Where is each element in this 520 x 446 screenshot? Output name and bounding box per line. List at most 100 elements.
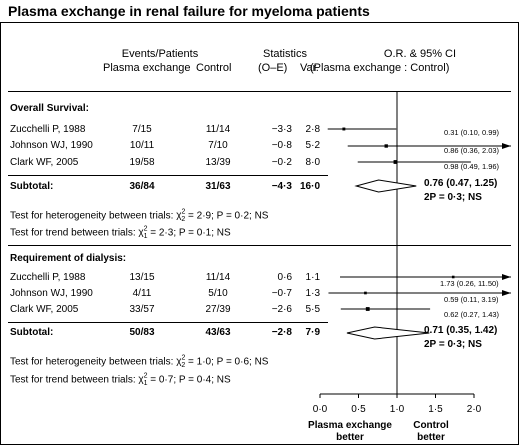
variance-value: 5·2 (305, 140, 320, 151)
pe-column-header: Plasma exchange (103, 62, 191, 74)
heterogeneity-test: Test for heterogeneity between trials: χ… (10, 355, 268, 369)
study-point-estimate (365, 307, 370, 311)
favours-left-line1: Plasma exchange (308, 420, 392, 431)
chi-square-symbol: χ22 (176, 209, 186, 224)
chi-square-symbol: χ22 (176, 355, 186, 370)
chart-title: Plasma exchange in renal failure for mye… (8, 3, 370, 19)
o-e-value: −0·7 (271, 288, 292, 299)
o-e-value: −0·8 (271, 140, 292, 151)
heterogeneity-result: = 1·0; P = 0·6; NS (185, 356, 269, 368)
ci-label: 0.31 (0.10, 0.99) (444, 128, 500, 137)
subtotal-o-e: −4·3 (271, 181, 292, 192)
variance-value: 2·8 (305, 124, 320, 135)
section-heading: Overall Survival: (10, 103, 89, 114)
variance-value: 8·0 (305, 157, 320, 168)
pe-events: 13/15 (129, 272, 155, 283)
subtotal-p-label: 2P = 0·3; NS (424, 192, 482, 203)
pe-events: 7/15 (132, 124, 152, 135)
o-e-value: 0·6 (277, 272, 292, 283)
study-name: Zucchelli P, 1988 (10, 272, 86, 283)
control-events: 5/10 (208, 288, 228, 299)
favours-right-label: Control better (401, 420, 461, 444)
trend-prefix: Test for trend between trials: (10, 374, 139, 386)
trend-prefix: Test for trend between trials: (10, 227, 139, 239)
ci-label: 0.62 (0.27, 1.43) (444, 310, 500, 319)
control-column-header: Control (196, 62, 232, 74)
x-tick-label: 2·0 (467, 404, 482, 415)
favours-left-label: Plasma exchange better (300, 420, 400, 444)
chart-frame (0, 22, 519, 445)
control-events: 13/39 (205, 157, 231, 168)
study-point-estimate (393, 160, 398, 164)
ci-arrow (502, 274, 511, 280)
section-divider (8, 245, 511, 246)
favours-left-line2: better (336, 432, 364, 443)
control-events: 11/14 (205, 124, 231, 135)
study-point-estimate (384, 144, 388, 148)
control-events: 27/39 (205, 304, 231, 315)
trend-test: Test for trend between trials: χ21 = 2·3… (10, 226, 231, 240)
chi-square-symbol: χ21 (138, 373, 148, 388)
pe-events: 33/57 (129, 304, 155, 315)
trend-result: = 2·3; P = 0·1; NS (147, 227, 231, 239)
variance-value: 5·5 (305, 304, 320, 315)
favours-right-line2: better (417, 432, 445, 443)
favours-right-line1: Control (413, 420, 449, 431)
o-e-value: −2·6 (271, 304, 292, 315)
heterogeneity-prefix: Test for heterogeneity between trials: (10, 356, 177, 368)
subtotal-ci-label: 0.71 (0.35, 1.42) (424, 325, 498, 336)
subtotal-label: Subtotal: (10, 181, 54, 192)
study-point-estimate (364, 291, 367, 295)
or-subheader: (Plasma exchange : Control) (310, 62, 450, 74)
subtotal-variance: 16·0 (299, 181, 320, 192)
pe-events: 4/11 (132, 288, 152, 299)
subtotal-rule (8, 322, 328, 323)
chi-square-symbol: χ21 (138, 226, 148, 241)
subtotal-ci-label: 0.76 (0.47, 1.25) (424, 178, 498, 189)
variance-value: 1·1 (305, 272, 320, 283)
section-heading: Requirement of dialysis: (10, 253, 127, 264)
heterogeneity-test: Test for heterogeneity between trials: χ… (10, 209, 268, 223)
pe-events: 10/11 (129, 140, 155, 151)
x-tick-label: 1·5 (428, 404, 443, 415)
control-events: 7/10 (208, 140, 228, 151)
subtotal-control-events: 43/63 (205, 327, 231, 338)
statistics-header: Statistics (262, 48, 307, 60)
subtotal-diamond (346, 326, 430, 340)
subtotal-diamond (354, 179, 417, 193)
x-tick-label: 1·0 (390, 404, 405, 415)
trend-result: = 0·7; P = 0·4; NS (147, 374, 231, 386)
variance-header: Var. (300, 62, 319, 74)
events-header: Events/Patients (121, 48, 199, 60)
o-e-value: −0·2 (271, 157, 292, 168)
subtotal-pe-events: 50/83 (129, 327, 155, 338)
heterogeneity-prefix: Test for heterogeneity between trials: (10, 210, 177, 222)
ci-label: 0.59 (0.11, 3.19) (444, 295, 499, 304)
study-name: Johnson WJ, 1990 (10, 288, 93, 299)
ci-label: 1.73 (0.26, 11.50) (440, 279, 499, 288)
subtotal-pe-events: 36/84 (129, 181, 155, 192)
ci-label: 0.98 (0.49, 1.96) (444, 162, 500, 171)
o-e-value: −3·3 (271, 124, 292, 135)
control-events: 11/14 (205, 272, 231, 283)
x-tick-label: 0·5 (351, 404, 366, 415)
subtotal-p-label: 2P = 0·3; NS (424, 339, 482, 350)
ci-arrow (502, 143, 511, 149)
subtotal-rule (8, 175, 328, 176)
x-tick-label: 0·0 (313, 404, 328, 415)
subtotal-o-e: −2·8 (271, 327, 292, 338)
o-e-header: (O–E) (258, 62, 288, 74)
variance-value: 1·3 (305, 288, 320, 299)
subtotal-label: Subtotal: (10, 327, 54, 338)
subtotal-variance: 7·9 (305, 327, 320, 338)
ci-arrow (502, 290, 511, 296)
heterogeneity-result: = 2·9; P = 0·2; NS (185, 210, 269, 222)
ci-label: 0.86 (0.36, 2.03) (444, 146, 500, 155)
study-name: Clark WF, 2005 (10, 304, 79, 315)
pe-events: 19/58 (129, 157, 155, 168)
or-header: O.R. & 95% CI (383, 48, 457, 60)
study-name: Johnson WJ, 1990 (10, 140, 93, 151)
subtotal-control-events: 31/63 (205, 181, 231, 192)
study-point-estimate (342, 127, 346, 131)
